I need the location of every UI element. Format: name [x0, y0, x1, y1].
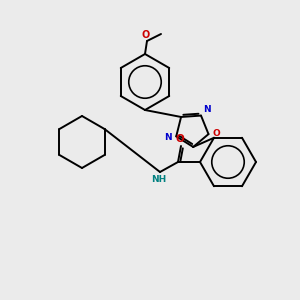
Text: NH: NH: [152, 175, 166, 184]
Text: O: O: [142, 30, 150, 40]
Text: O: O: [212, 129, 220, 138]
Text: N: N: [165, 133, 172, 142]
Text: O: O: [176, 134, 184, 144]
Text: N: N: [203, 105, 211, 114]
